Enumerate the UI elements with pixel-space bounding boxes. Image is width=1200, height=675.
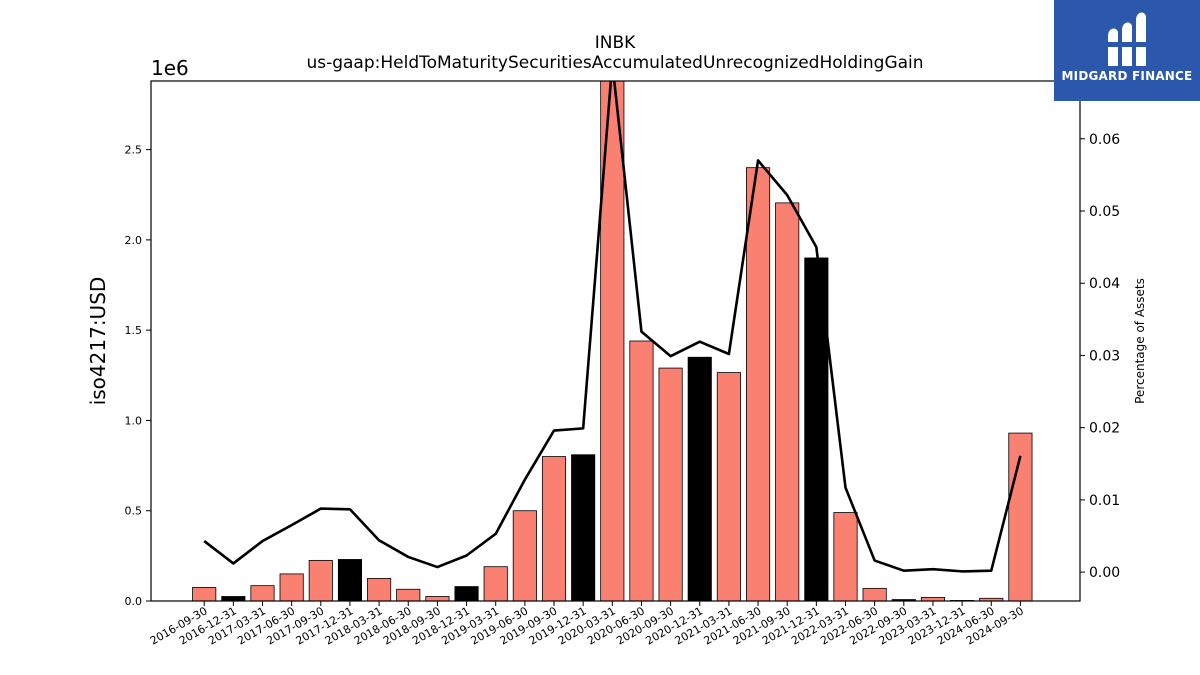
bar [337,559,362,601]
bar [192,587,217,601]
y-tick-label: 1.0 [125,414,143,427]
bar [483,566,508,601]
logo: MIDGARD FINANCE [1054,0,1200,101]
bar [396,588,421,601]
y-tick-label: 1.5 [125,324,143,337]
bar [775,202,800,601]
y-tick-label: 0.0 [125,595,143,608]
y-right-tick-label: 0.03 [1089,348,1120,364]
logo-text: MIDGARD FINANCE [1061,69,1193,83]
bar [541,456,567,601]
y-axis-label: iso4217:USD [86,277,110,406]
plot-frame [150,80,1081,602]
bar [862,587,887,601]
y-right-tick-label: 0.05 [1089,204,1120,220]
bar [512,510,537,601]
y-offset-label: 1e6 [151,56,189,80]
line-series [203,81,1022,573]
line-series-path [203,81,1022,573]
bar [571,454,596,601]
bar [250,585,275,601]
bar [221,596,246,601]
bar [687,356,712,601]
bar [746,167,771,601]
y-right-tick-label: 0.04 [1089,276,1120,292]
bar [454,586,479,601]
bar [658,367,683,601]
bar [367,578,392,601]
y-tick-label: 2.5 [125,144,143,157]
bar [804,257,829,601]
bar [716,372,741,601]
y-tick-label: 2.0 [125,234,143,247]
chart-subtitle: us-gaap:HeldToMaturitySecuritiesAccumula… [306,53,923,73]
y-right-tick-label: 0.00 [1089,565,1120,581]
y-tick-label: 0.5 [125,505,143,518]
bar [629,340,654,601]
chart-title: INBK [595,33,636,53]
logo-mark-icon [1106,12,1148,66]
bar [920,596,945,601]
bar [308,559,333,601]
y-right-tick-label: 0.06 [1089,132,1120,148]
y-right-tick-label: 0.01 [1089,493,1120,509]
y-axis-right-label: Percentage of Assets [1133,278,1147,404]
bar [833,512,858,601]
y-right-tick-label: 0.02 [1089,421,1120,437]
bar-series [192,81,1033,601]
bar [425,596,450,601]
bar [279,573,304,601]
